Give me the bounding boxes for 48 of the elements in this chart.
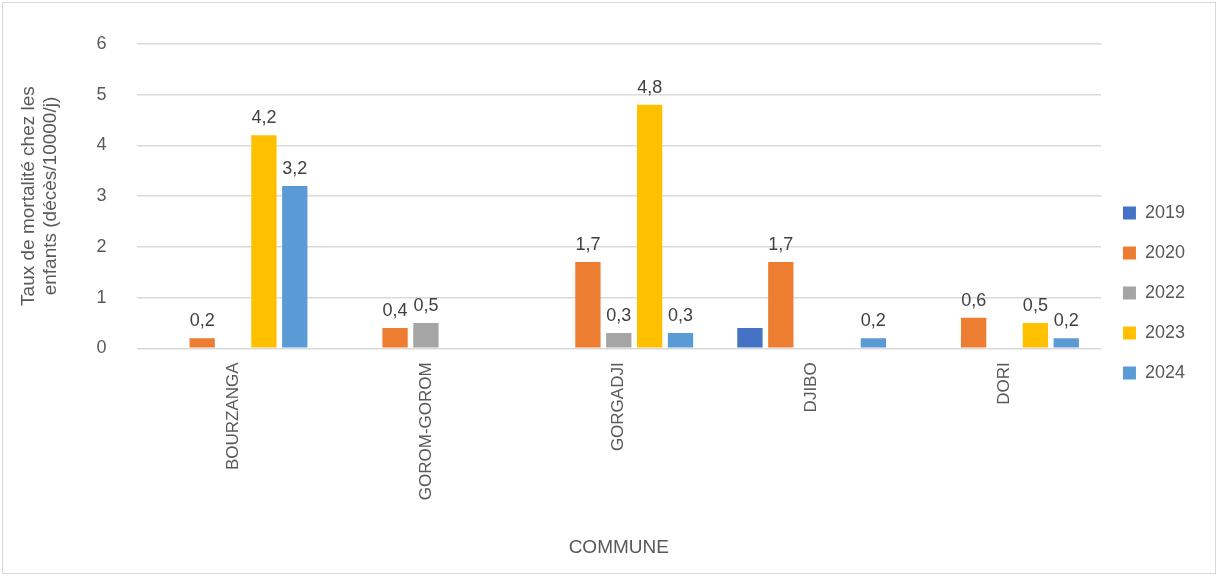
data-label: 0,6 xyxy=(961,289,987,310)
y-tick-label: 5 xyxy=(96,83,107,104)
data-label: 1,7 xyxy=(575,234,601,255)
data-label: 0,2 xyxy=(189,310,215,331)
y-tick-label: 6 xyxy=(96,32,107,53)
x-tick-label: GORGADJI xyxy=(608,362,628,452)
data-label: 0,5 xyxy=(1022,294,1048,315)
legend-label: 2024 xyxy=(1144,361,1185,382)
bar xyxy=(636,104,663,348)
legend-label: 2019 xyxy=(1144,201,1185,222)
x-tick-label: GOROM-GOROM xyxy=(415,362,435,501)
legend-label: 2022 xyxy=(1144,281,1185,302)
bar xyxy=(282,185,308,348)
bar xyxy=(1053,338,1079,348)
data-label: 0,3 xyxy=(606,305,632,326)
y-axis-title: Taux de mortalité chez les enfants (décès/10000/j) xyxy=(16,86,61,306)
data-label: 4,8 xyxy=(637,76,663,97)
y-tick-label: 0 xyxy=(96,337,107,358)
x-axis-title: COMMUNE xyxy=(568,535,669,557)
x-tick-label: DORI xyxy=(994,362,1014,405)
data-label: 1,7 xyxy=(768,234,794,255)
y-tick-label: 3 xyxy=(96,185,107,206)
bar xyxy=(413,322,439,348)
bar xyxy=(768,262,794,348)
legend-label: 2020 xyxy=(1144,241,1185,262)
bar xyxy=(575,262,601,348)
x-tick-label: DJIBO xyxy=(801,362,821,413)
bar xyxy=(737,328,763,348)
bar xyxy=(251,135,277,348)
data-label: 0,3 xyxy=(667,305,694,326)
bar xyxy=(860,338,887,348)
y-tick-label: 2 xyxy=(96,235,107,256)
bar xyxy=(382,328,408,348)
bar xyxy=(667,333,694,348)
x-tick-label: BOURZANGA xyxy=(222,361,242,471)
bar xyxy=(961,317,987,348)
bar xyxy=(189,338,215,348)
bar xyxy=(606,333,632,348)
data-label: 0,4 xyxy=(382,299,408,320)
data-label: 4,2 xyxy=(251,107,277,128)
data-label: 3,2 xyxy=(282,157,308,178)
y-tick-label: 4 xyxy=(96,134,107,155)
data-label: 0,2 xyxy=(1053,310,1079,331)
data-label: 0,2 xyxy=(860,310,886,331)
legend-label: 2023 xyxy=(1144,321,1185,342)
data-label: 0,5 xyxy=(413,294,439,315)
bar xyxy=(1022,322,1049,348)
y-tick-label: 1 xyxy=(96,286,107,307)
